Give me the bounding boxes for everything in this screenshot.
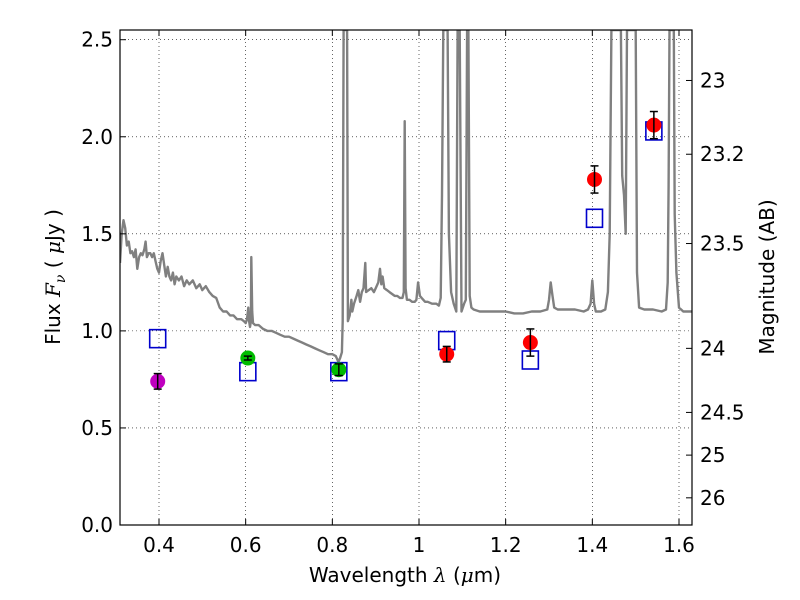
y2-axis-title: Magnitude (AB) [755, 199, 779, 354]
y2-tick-label: 26 [700, 486, 725, 510]
y-tick-label: 0.0 [81, 513, 113, 537]
x-tick-label: 1.6 [663, 533, 695, 557]
x-tick-label: 0.6 [230, 533, 262, 557]
model-spectrum [120, 30, 692, 364]
model-photometry-square [148, 328, 167, 349]
y2-tick-label: 25 [700, 443, 725, 467]
tick-labels: 0.4 0.6 0.8 1 1.2 1.4 1.6 0.0 0.5 1.0 1.5 2.0 2.5 23 2… [81, 28, 744, 557]
y2-tick-label: 23 [700, 68, 725, 92]
y-tick-label: 0.5 [81, 416, 113, 440]
y2-tick-label: 24 [700, 336, 725, 360]
axis-ticks [120, 30, 692, 526]
y2-tick-label: 23.2 [700, 142, 745, 166]
x-tick-label: 1.4 [576, 533, 608, 557]
model-photometry-square [585, 208, 604, 229]
y-tick-label: 2.5 [81, 28, 113, 52]
y2-tick-label: 23.5 [700, 232, 745, 256]
x-tick-label: 0.4 [143, 533, 175, 557]
spectrum-line [120, 30, 692, 364]
y2-tick-label: 24.5 [700, 400, 745, 424]
x-tick-label: 1 [413, 533, 426, 557]
x-tick-label: 1.2 [490, 533, 522, 557]
y-axis-title: Flux Fν ( μJy ) [41, 209, 69, 345]
x-tick-label: 0.8 [316, 533, 348, 557]
y-tick-label: 1.5 [81, 222, 113, 246]
y-tick-label: 1.0 [81, 319, 113, 343]
plot-frame [119, 29, 693, 526]
y-tick-label: 2.0 [81, 125, 113, 149]
error-bars [153, 110, 658, 390]
x-axis-title: Wavelength λ (μm) [309, 563, 501, 587]
